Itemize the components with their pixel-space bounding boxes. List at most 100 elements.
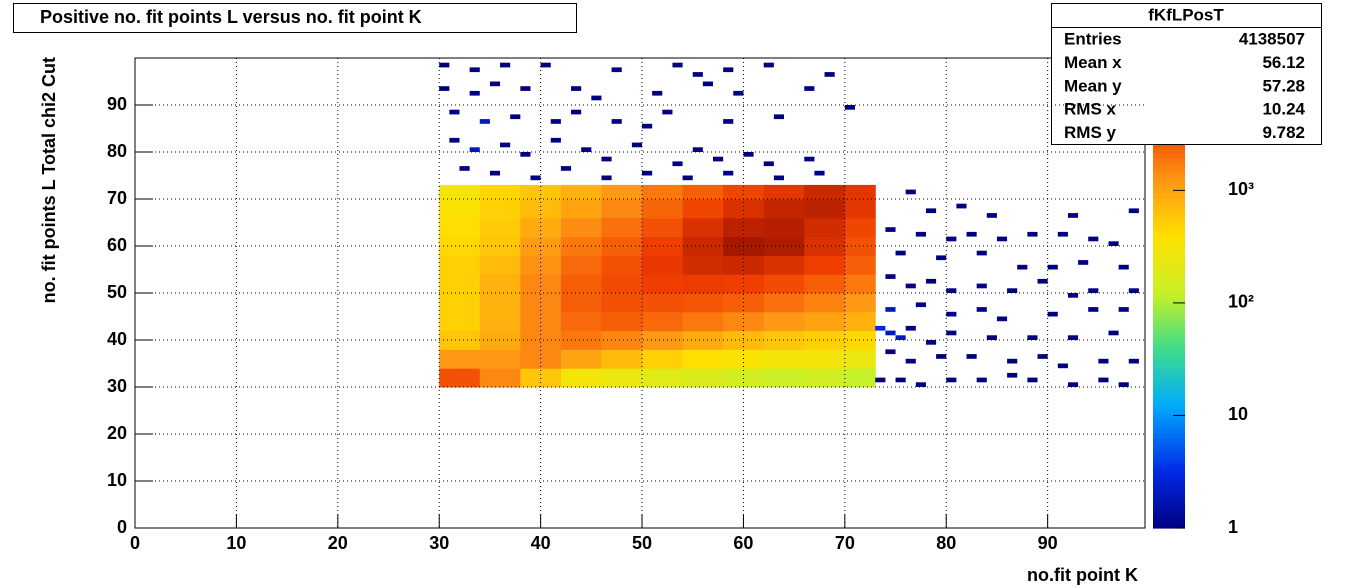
sparse-cell <box>1128 358 1139 364</box>
heat-cell <box>560 274 602 294</box>
sparse-cell <box>530 175 541 181</box>
sparse-cell <box>1027 335 1038 340</box>
heat-cell <box>520 368 562 388</box>
color-bar-step <box>1153 183 1185 189</box>
heat-cell <box>682 349 724 369</box>
color-bar-step <box>1153 223 1185 229</box>
heat-cell <box>439 368 481 388</box>
heat-cell <box>804 255 846 275</box>
heat-cell <box>560 293 602 313</box>
sparse-cell <box>713 156 724 162</box>
heat-cell <box>804 217 846 238</box>
heat-cell <box>439 349 481 369</box>
heat-cell <box>560 255 602 275</box>
sparse-cell <box>885 349 896 355</box>
heat-cell <box>642 217 684 238</box>
sparse-cell <box>1118 382 1129 387</box>
sparse-cell <box>986 335 997 340</box>
heat-cell <box>804 349 846 369</box>
heat-cell <box>723 311 765 332</box>
heat-cell <box>601 311 643 332</box>
x-tick-label: 60 <box>733 533 753 553</box>
color-bar-step <box>1153 288 1185 294</box>
sparse-cell <box>1007 288 1018 293</box>
sparse-cell <box>692 72 703 77</box>
sparse-cell <box>804 156 815 162</box>
stats-label: RMS y <box>1064 123 1117 142</box>
sparse-cell <box>895 335 906 340</box>
color-bar-step <box>1153 473 1185 479</box>
heat-cell <box>642 330 684 350</box>
color-bar-step <box>1153 188 1185 194</box>
sparse-cell <box>591 95 602 101</box>
color-bar-step <box>1153 193 1185 199</box>
x-tick-label: 30 <box>429 533 449 553</box>
sparse-cell <box>550 137 561 143</box>
sparse-cell <box>1088 236 1099 242</box>
sparse-cell <box>885 227 896 232</box>
sparse-cell <box>946 377 957 383</box>
title-box <box>13 3 577 33</box>
sparse-cell <box>479 119 490 124</box>
sparse-cell <box>601 156 612 162</box>
heat-cell <box>560 311 602 332</box>
color-bar-step <box>1153 328 1185 334</box>
heat-cell <box>804 330 846 350</box>
sparse-cell <box>449 137 460 143</box>
sparse-cell <box>1118 307 1129 312</box>
sparse-cell <box>1017 264 1028 270</box>
heat-cell <box>642 184 684 200</box>
y-tick-label: 50 <box>107 282 127 302</box>
stats-value: 4138507 <box>1239 29 1305 48</box>
color-bar-step <box>1153 318 1185 324</box>
heat-cell <box>723 217 765 238</box>
heat-cell <box>844 349 876 369</box>
sparse-cell <box>895 250 906 256</box>
sparse-cell <box>1037 354 1048 359</box>
sparse-cell <box>946 311 957 317</box>
heat-cell <box>763 330 805 350</box>
z-tick-label: 10³ <box>1228 179 1254 199</box>
color-bar-step <box>1153 438 1185 444</box>
heat-cell <box>560 236 602 256</box>
sparse-cell <box>875 377 886 383</box>
heat-cell <box>601 236 643 256</box>
heat-cell <box>601 184 643 200</box>
color-bar-step <box>1153 358 1185 364</box>
sparse-cell <box>550 119 561 124</box>
sparse-cell <box>1098 377 1109 383</box>
color-bar-step <box>1153 208 1185 214</box>
color-bar-step <box>1153 428 1185 434</box>
heat-cell <box>682 293 724 313</box>
heat-cell <box>601 330 643 350</box>
heat-cell <box>479 293 521 313</box>
sparse-cell <box>489 81 501 87</box>
stats-value: 57.28 <box>1262 76 1305 95</box>
heat-cell <box>601 274 643 294</box>
sparse-cell <box>1108 330 1119 336</box>
heat-cell <box>642 368 684 388</box>
heat-cell <box>682 184 724 200</box>
color-bar-step <box>1153 373 1185 379</box>
sparse-cell <box>946 288 957 293</box>
color-bar-step <box>1153 263 1185 269</box>
sparse-cell <box>540 62 551 68</box>
sparse-cell <box>520 152 531 157</box>
x-tick-label: 20 <box>328 533 348 553</box>
color-bar-step <box>1153 508 1185 514</box>
color-bar-step <box>1153 503 1185 509</box>
heat-cell <box>439 255 481 275</box>
sparse-cell <box>1067 293 1079 298</box>
chart-title: Positive no. fit points L versus no. fit… <box>40 7 422 27</box>
z-tick-label: 1 <box>1228 517 1238 537</box>
color-bar-step <box>1153 448 1185 454</box>
sparse-cell <box>510 114 521 120</box>
heat-cell <box>560 217 602 238</box>
color-bar-step <box>1153 198 1185 204</box>
heat-cell <box>520 311 562 332</box>
sparse-cell <box>469 147 480 152</box>
y-tick-label: 60 <box>107 235 127 255</box>
heat-cell <box>601 368 643 388</box>
color-bar-step <box>1153 298 1185 304</box>
stats-label: Mean y <box>1064 76 1122 95</box>
